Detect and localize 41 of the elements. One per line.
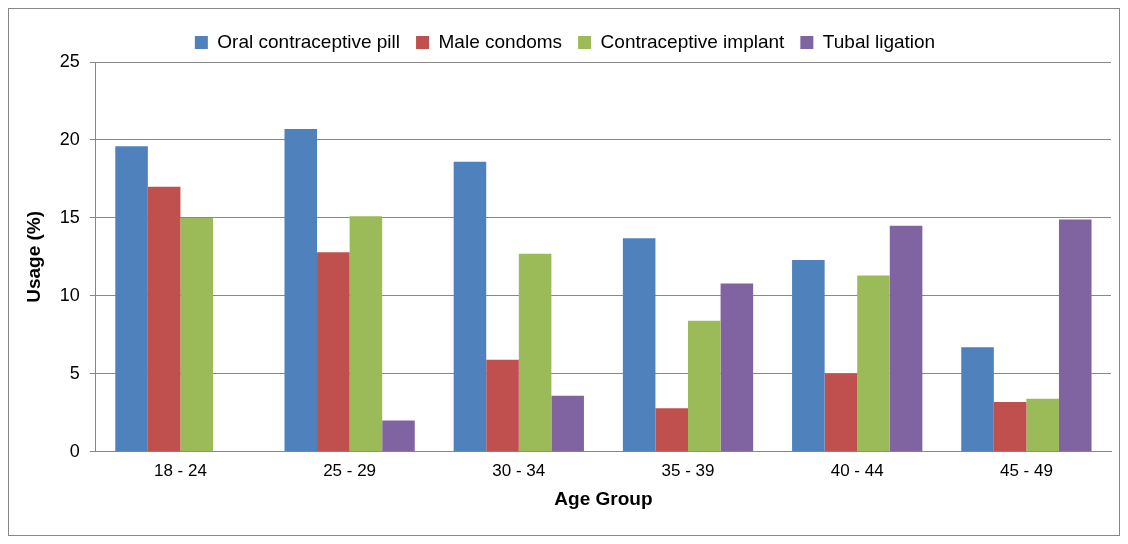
bar: [551, 395, 584, 452]
bar: [655, 408, 689, 452]
x-tick-label: 25 - 29: [323, 460, 377, 480]
x-axis-title: Age Group: [554, 487, 653, 509]
x-tick-label: 40 - 44: [830, 460, 884, 480]
bar: [720, 283, 754, 452]
y-tick-label: 10: [59, 284, 80, 305]
bar: [284, 129, 318, 452]
legend-label: Tubal ligation: [822, 30, 936, 52]
x-tick-label: 45 - 49: [999, 460, 1053, 480]
x-tick-label: 35 - 39: [661, 460, 715, 480]
bar: [824, 373, 858, 452]
bar: [688, 320, 721, 452]
y-tick-label: 25: [59, 50, 80, 71]
y-axis-title: Usage (%): [22, 210, 44, 303]
y-tick-label: 15: [59, 206, 80, 227]
bar: [622, 238, 656, 452]
bar: [792, 260, 825, 452]
bar: [147, 186, 181, 452]
bar: [115, 146, 148, 452]
y-tick-label: 20: [59, 128, 80, 149]
bar: [1058, 219, 1092, 452]
bar: [349, 216, 383, 452]
legend-label: Contraceptive implant: [600, 30, 786, 52]
y-tick-label: 5: [69, 362, 80, 383]
legend-label: Male condoms: [438, 30, 563, 52]
bar: [961, 347, 994, 452]
y-tick-label: 0: [69, 440, 80, 461]
bar: [889, 225, 923, 452]
x-tick-label: 30 - 34: [492, 460, 546, 480]
bar: [317, 252, 350, 452]
bar: [518, 253, 552, 452]
bar: [486, 359, 519, 452]
bar: [993, 401, 1027, 452]
bar: [857, 275, 890, 452]
bar: [453, 161, 487, 452]
bar: [180, 217, 213, 452]
x-tick-label: 18 - 24: [153, 460, 207, 480]
bar: [382, 420, 415, 452]
bar: [1026, 398, 1059, 452]
legend-label: Oral contraceptive pill: [217, 30, 401, 52]
